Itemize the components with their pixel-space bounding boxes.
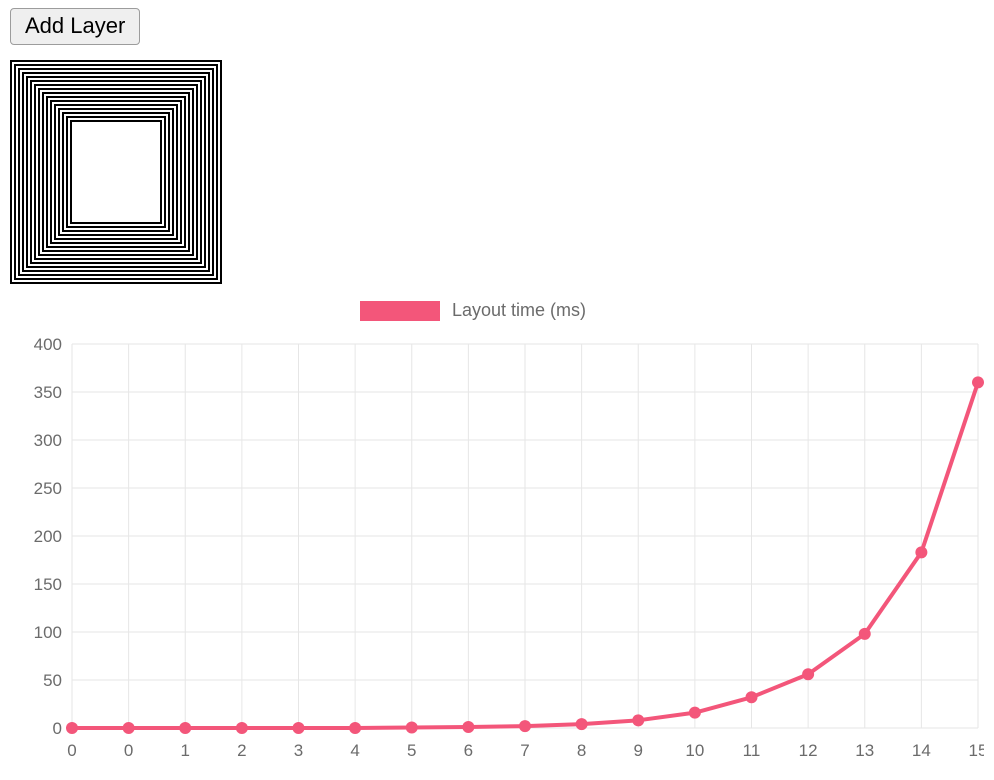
nested-square-layer [26, 76, 206, 268]
legend-swatch [360, 301, 440, 321]
series-point [462, 721, 474, 733]
layout-time-chart: 0501001502002503003504000012345678910111… [10, 334, 984, 770]
series-point [236, 722, 248, 734]
add-layer-button[interactable]: Add Layer [10, 8, 140, 45]
nested-squares-graphic [10, 60, 222, 284]
nested-square-layer [66, 116, 166, 228]
y-tick-label: 300 [34, 431, 62, 450]
series-point [689, 707, 701, 719]
chart-svg: 0501001502002503003504000012345678910111… [10, 334, 984, 770]
y-tick-label: 400 [34, 335, 62, 354]
nested-square-layer [46, 96, 186, 248]
nested-square-layer [14, 64, 218, 280]
x-tick-label: 14 [912, 741, 931, 760]
x-tick-label: 3 [294, 741, 303, 760]
series-point [519, 720, 531, 732]
legend-label: Layout time (ms) [452, 300, 586, 321]
x-tick-label: 13 [855, 741, 874, 760]
series-point [349, 722, 361, 734]
nested-square-layer [50, 100, 182, 244]
series-point [746, 691, 758, 703]
series-point [632, 714, 644, 726]
x-tick-label: 5 [407, 741, 416, 760]
series-point [972, 376, 984, 388]
nested-square-layer [58, 108, 174, 236]
nested-square-layer [34, 84, 198, 260]
series-point [66, 722, 78, 734]
series-point [576, 718, 588, 730]
nested-square-layer [22, 72, 210, 272]
y-tick-label: 200 [34, 527, 62, 546]
chart-legend: Layout time (ms) [360, 300, 586, 321]
series-point [293, 722, 305, 734]
nested-square-layer [30, 80, 202, 264]
x-tick-label: 9 [634, 741, 643, 760]
x-tick-label: 15 [969, 741, 984, 760]
x-tick-label: 0 [124, 741, 133, 760]
series-point [859, 628, 871, 640]
y-tick-label: 350 [34, 383, 62, 402]
y-tick-label: 50 [43, 671, 62, 690]
nested-square-layer [18, 68, 214, 276]
y-tick-label: 150 [34, 575, 62, 594]
series-point [802, 668, 814, 680]
x-tick-label: 10 [685, 741, 704, 760]
nested-square-layer [10, 60, 222, 284]
y-tick-label: 250 [34, 479, 62, 498]
series-point [123, 722, 135, 734]
x-tick-label: 7 [520, 741, 529, 760]
nested-square-layer [54, 104, 178, 240]
nested-square-layer [38, 88, 194, 256]
x-tick-label: 2 [237, 741, 246, 760]
nested-square-layer [62, 112, 170, 232]
series-point [406, 722, 418, 734]
nested-square-layer [42, 92, 190, 252]
y-tick-label: 0 [53, 719, 62, 738]
x-tick-label: 0 [67, 741, 76, 760]
y-tick-label: 100 [34, 623, 62, 642]
x-tick-label: 4 [350, 741, 359, 760]
nested-square-layer [70, 120, 162, 224]
series-point [179, 722, 191, 734]
x-tick-label: 12 [799, 741, 818, 760]
x-tick-label: 6 [464, 741, 473, 760]
x-tick-label: 8 [577, 741, 586, 760]
x-tick-label: 11 [743, 741, 761, 760]
series-point [915, 546, 927, 558]
x-tick-label: 1 [181, 741, 190, 760]
